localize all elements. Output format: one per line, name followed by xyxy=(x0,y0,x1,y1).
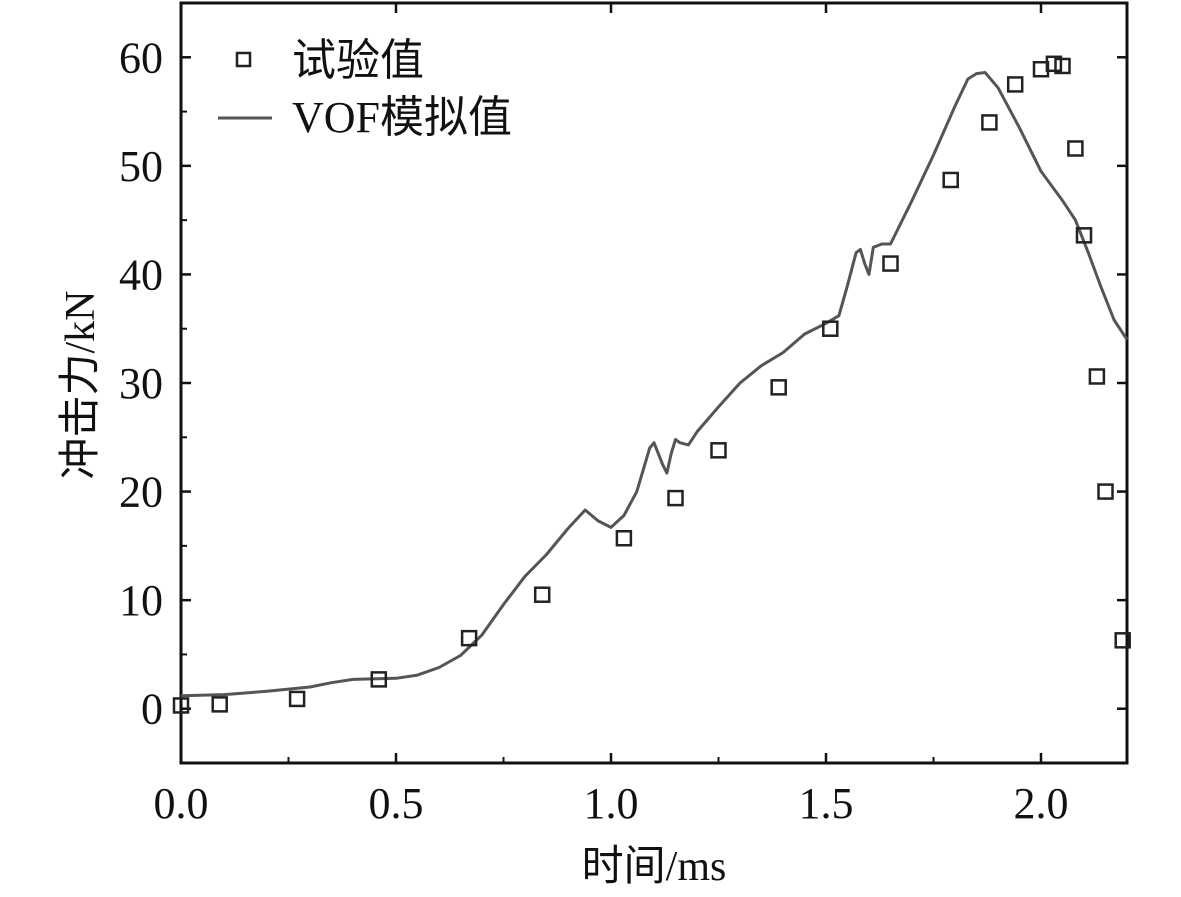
x-tick-label: 1.5 xyxy=(799,779,854,828)
data-point-experiment xyxy=(460,629,478,647)
data-point-experiment xyxy=(822,320,839,337)
y-tick-label: 20 xyxy=(119,468,163,517)
y-tick-label: 50 xyxy=(119,142,163,191)
data-point-experiment xyxy=(172,697,190,714)
data-point-experiment xyxy=(1088,368,1106,385)
data-point-experiment xyxy=(710,442,727,459)
y-axis-tick-labels: 0 10 20 30 40 50 60 xyxy=(119,33,163,733)
series-line-vof xyxy=(180,71,1129,698)
data-point-experiment xyxy=(882,255,899,272)
y-tick-label: 40 xyxy=(119,250,163,299)
data-point-experiment xyxy=(615,530,633,547)
data-point-experiment xyxy=(1097,483,1114,500)
legend: 试验值 VOF模拟值 xyxy=(218,36,512,142)
data-point-experiment xyxy=(1114,632,1131,649)
x-tick-label: 2.0 xyxy=(1014,779,1069,828)
data-point-experiment xyxy=(981,114,998,131)
x-tick-label: 0.5 xyxy=(369,779,424,828)
y-axis-ticks xyxy=(181,56,1127,710)
data-point-experiment xyxy=(533,586,551,603)
y-tick-label: 10 xyxy=(119,576,163,625)
data-point-experiment xyxy=(211,696,228,713)
x-axis-tick-labels: 0.0 0.5 1.0 1.5 2.0 xyxy=(154,779,1069,828)
data-point-experiment xyxy=(1067,140,1084,157)
series-lines xyxy=(180,71,1129,698)
legend-label-simulation: VOF模拟值 xyxy=(292,93,512,142)
data-point-experiment xyxy=(1075,227,1093,244)
x-tick-label: 0.0 xyxy=(154,779,209,828)
data-point-experiment xyxy=(1045,55,1063,73)
data-point-experiment xyxy=(370,671,388,688)
y-tick-label: 60 xyxy=(119,33,163,82)
data-point-experiment xyxy=(288,690,306,708)
legend-label-experiment: 试验值 xyxy=(292,36,424,85)
data-point-experiment xyxy=(770,379,787,396)
y-tick-label: 30 xyxy=(119,359,163,408)
series-points xyxy=(172,55,1131,714)
legend-marker-square xyxy=(235,51,252,68)
data-point-experiment xyxy=(1006,76,1024,93)
x-axis-label: 时间/ms xyxy=(582,844,727,890)
data-point-experiment xyxy=(942,171,959,189)
y-tick-label: 0 xyxy=(141,685,163,734)
x-tick-label: 1.0 xyxy=(584,779,639,828)
data-point-experiment xyxy=(667,489,684,507)
data-point-experiment xyxy=(1054,57,1071,75)
x-axis-ticks xyxy=(179,3,1043,763)
y-axis-label: 冲击力/kN xyxy=(58,290,104,479)
